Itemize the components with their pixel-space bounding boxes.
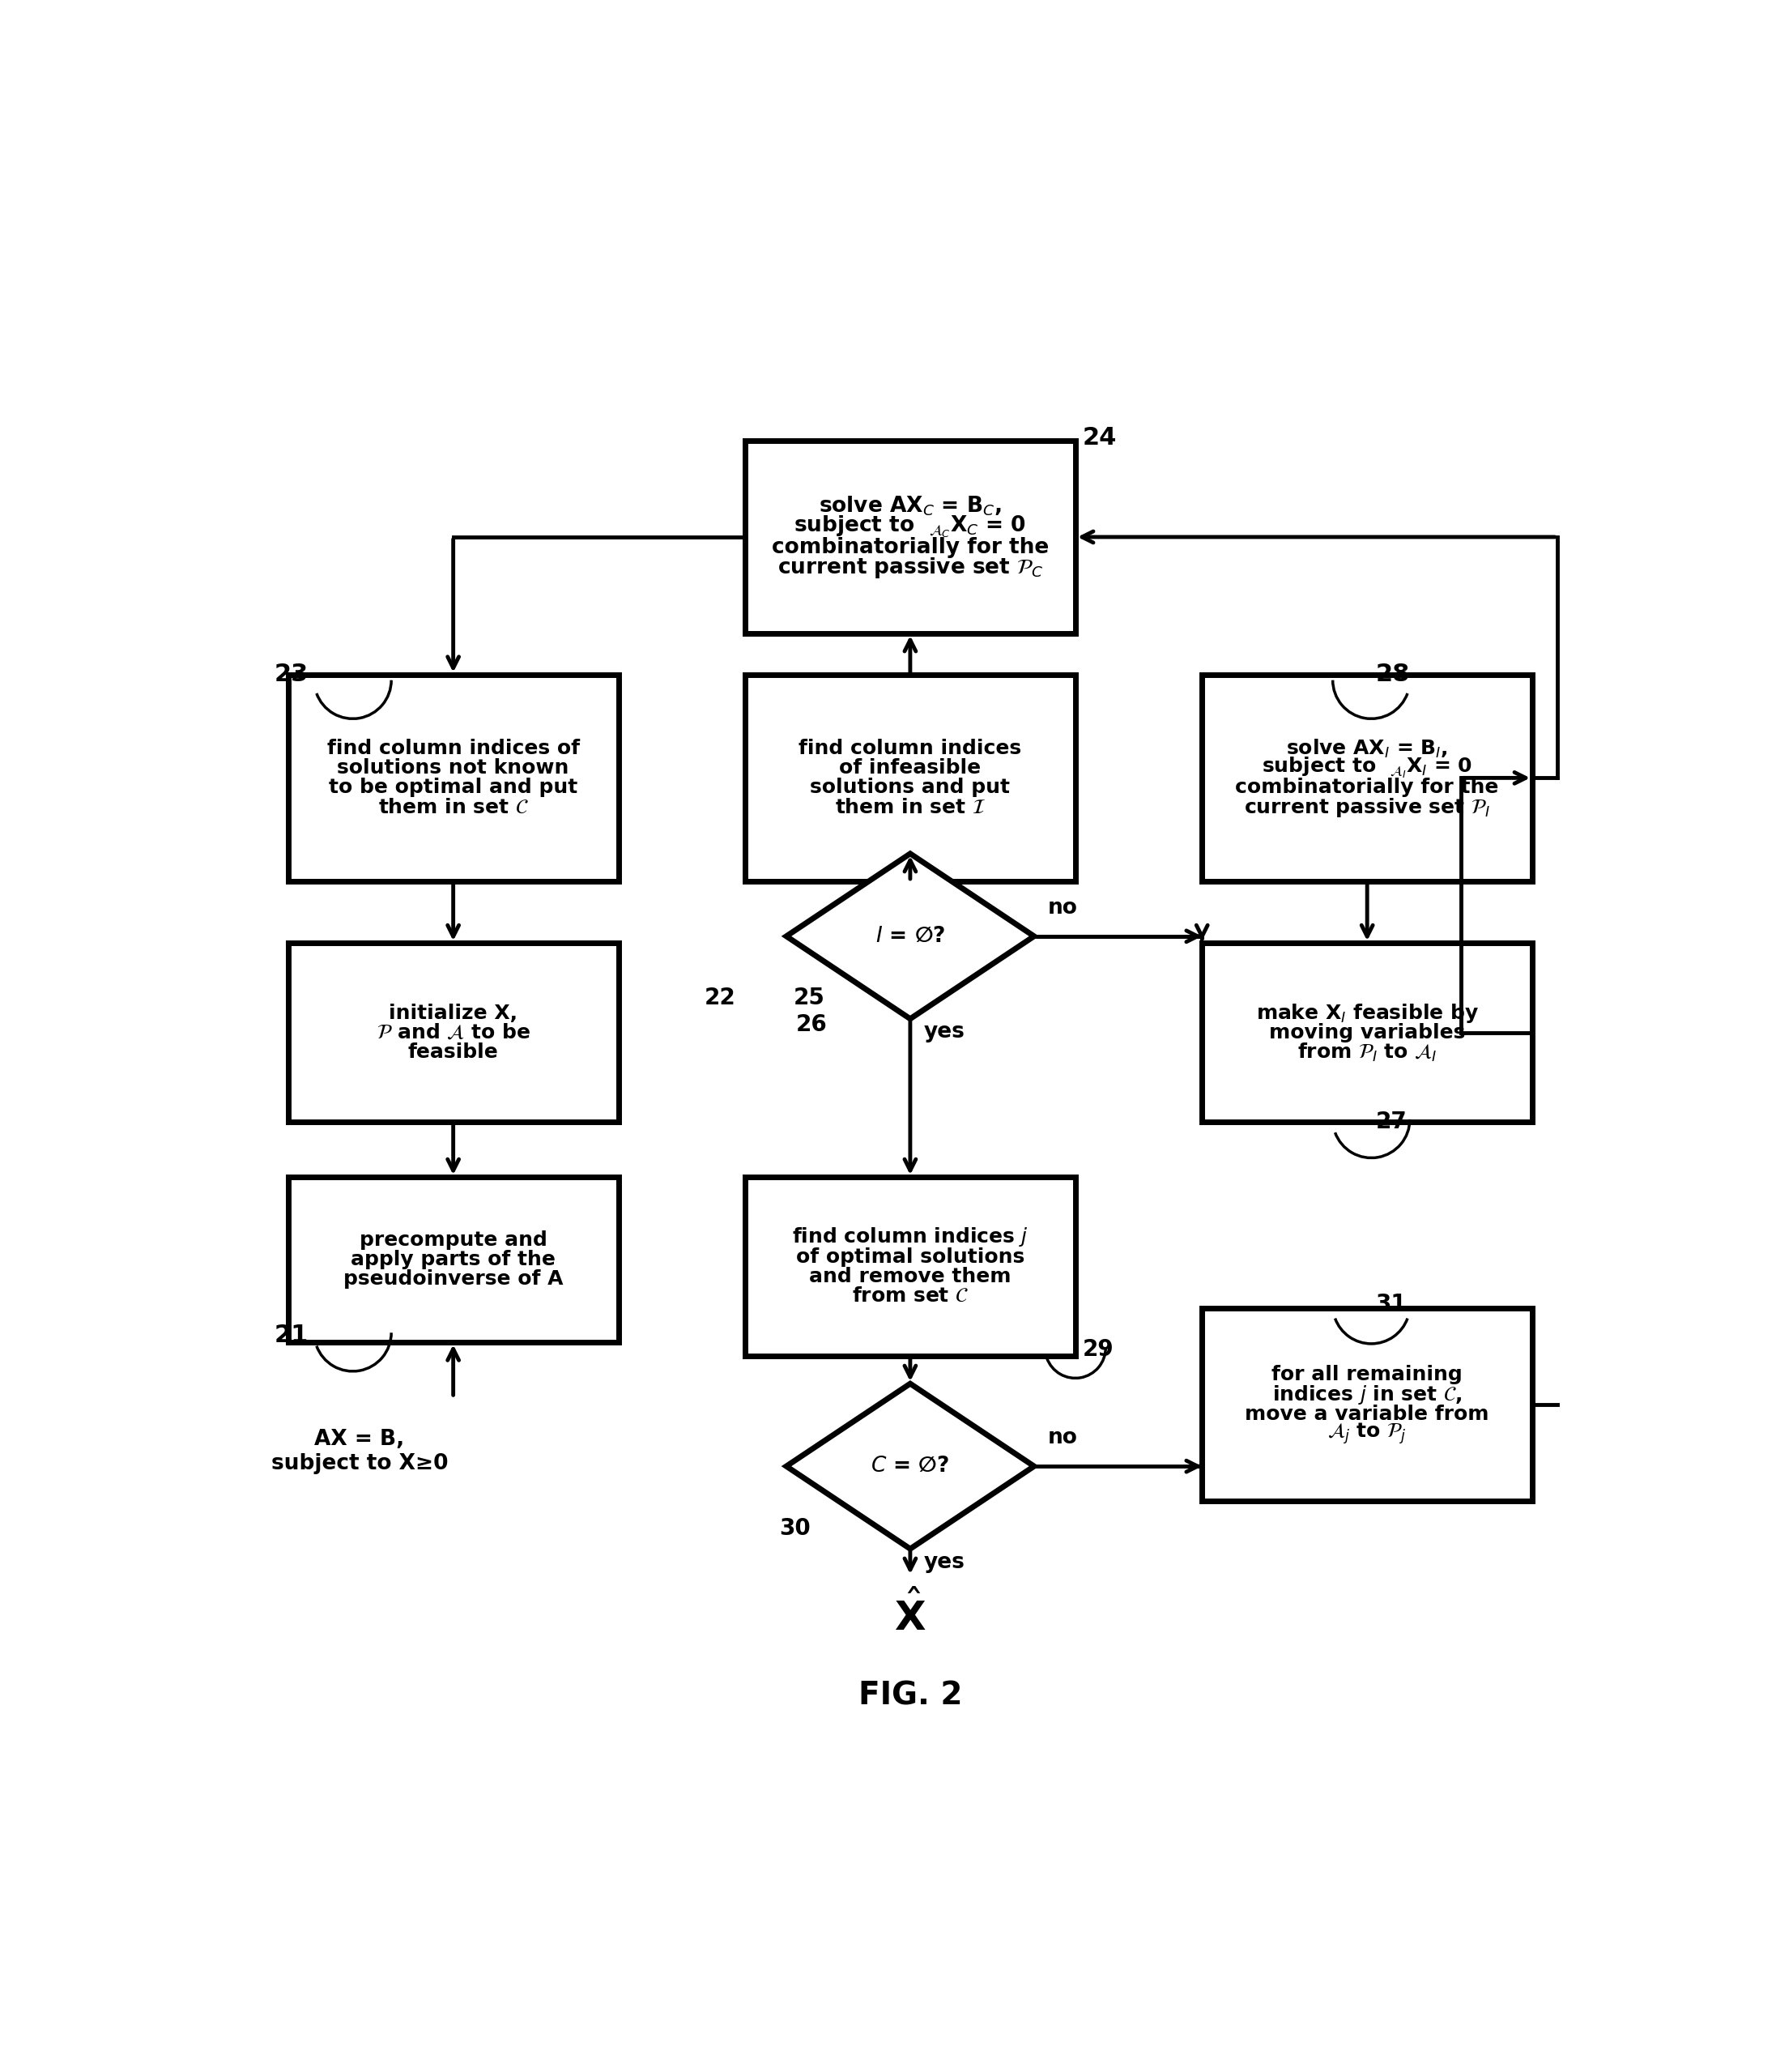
Text: $I$ = ∅?: $I$ = ∅? bbox=[876, 926, 945, 947]
Text: subject to  $_{\mathcal{A}_C}$X$_C$ = 0: subject to $_{\mathcal{A}_C}$X$_C$ = 0 bbox=[794, 514, 1027, 539]
Bar bbox=[1202, 943, 1533, 1123]
Text: precompute and: precompute and bbox=[359, 1231, 547, 1249]
Text: to be optimal and put: to be optimal and put bbox=[329, 777, 577, 798]
Text: of optimal solutions: of optimal solutions bbox=[796, 1247, 1025, 1266]
Text: subject to  $_{\mathcal{A}_I}$X$_I$ = 0: subject to $_{\mathcal{A}_I}$X$_I$ = 0 bbox=[1261, 756, 1472, 781]
Text: 31: 31 bbox=[1375, 1293, 1407, 1316]
Text: 26: 26 bbox=[796, 1013, 828, 1036]
Text: 25: 25 bbox=[794, 986, 824, 1009]
Text: them in set $\mathcal{I}$: them in set $\mathcal{I}$ bbox=[835, 798, 986, 816]
Text: of infeasible: of infeasible bbox=[840, 758, 980, 777]
Text: find column indices of: find column indices of bbox=[327, 740, 579, 758]
Text: yes: yes bbox=[924, 1021, 964, 1042]
Text: move a variable from: move a variable from bbox=[1245, 1405, 1490, 1423]
Text: 30: 30 bbox=[780, 1517, 812, 1539]
Bar bbox=[1202, 1307, 1533, 1500]
Bar bbox=[288, 1177, 618, 1343]
Text: current passive set $\mathcal{P}_C$: current passive set $\mathcal{P}_C$ bbox=[778, 555, 1043, 580]
Polygon shape bbox=[787, 854, 1034, 1019]
Text: yes: yes bbox=[924, 1552, 964, 1573]
Text: pseudoinverse of A: pseudoinverse of A bbox=[343, 1270, 563, 1289]
Bar bbox=[1202, 675, 1533, 881]
Text: 23: 23 bbox=[274, 663, 309, 686]
Text: for all remaining: for all remaining bbox=[1272, 1365, 1463, 1384]
Text: solve AX$_C$ = B$_C$,: solve AX$_C$ = B$_C$, bbox=[819, 495, 1002, 518]
Text: feasible: feasible bbox=[408, 1042, 499, 1063]
Text: no: no bbox=[1048, 1428, 1078, 1448]
Polygon shape bbox=[787, 1384, 1034, 1550]
Text: find column indices $j$: find column indices $j$ bbox=[792, 1227, 1028, 1249]
Text: initialize X,: initialize X, bbox=[389, 1003, 517, 1024]
Text: $\hat{\mathbf{X}}$: $\hat{\mathbf{X}}$ bbox=[893, 1591, 927, 1639]
Text: $C$ = ∅?: $C$ = ∅? bbox=[870, 1457, 950, 1477]
Text: and remove them: and remove them bbox=[810, 1266, 1011, 1287]
Text: $\mathcal{A}_j$ to $\mathcal{P}_j$: $\mathcal{A}_j$ to $\mathcal{P}_j$ bbox=[1328, 1421, 1407, 1446]
Text: 27: 27 bbox=[1375, 1111, 1407, 1133]
Text: 22: 22 bbox=[703, 986, 735, 1009]
Text: 29: 29 bbox=[1082, 1339, 1114, 1361]
Text: solve AX$_I$ = B$_I$,: solve AX$_I$ = B$_I$, bbox=[1286, 738, 1447, 760]
Text: solutions not known: solutions not known bbox=[337, 758, 568, 777]
Text: current passive set $\mathcal{P}_I$: current passive set $\mathcal{P}_I$ bbox=[1245, 796, 1490, 818]
Bar bbox=[746, 675, 1074, 881]
Bar bbox=[288, 675, 618, 881]
Bar bbox=[288, 943, 618, 1123]
Text: indices $j$ in set $\mathcal{C}$,: indices $j$ in set $\mathcal{C}$, bbox=[1272, 1384, 1462, 1405]
Text: FIG. 2: FIG. 2 bbox=[858, 1680, 963, 1711]
Text: solutions and put: solutions and put bbox=[810, 777, 1011, 798]
Text: moving variables: moving variables bbox=[1270, 1024, 1465, 1042]
Text: make X$_I$ feasible by: make X$_I$ feasible by bbox=[1256, 1001, 1479, 1024]
Text: no: no bbox=[1048, 897, 1078, 918]
Text: 24: 24 bbox=[1082, 427, 1117, 450]
Text: AX = B,
subject to X≥0: AX = B, subject to X≥0 bbox=[272, 1430, 448, 1475]
Text: from $\mathcal{P}_I$ to $\mathcal{A}_I$: from $\mathcal{P}_I$ to $\mathcal{A}_I$ bbox=[1296, 1042, 1437, 1063]
Text: combinatorially for the: combinatorially for the bbox=[1236, 777, 1499, 798]
Text: them in set $\mathcal{C}$: them in set $\mathcal{C}$ bbox=[378, 798, 529, 816]
Text: 21: 21 bbox=[274, 1324, 309, 1347]
Text: find column indices: find column indices bbox=[799, 740, 1021, 758]
Text: from set $\mathcal{C}$: from set $\mathcal{C}$ bbox=[852, 1287, 968, 1305]
Text: $\mathcal{P}$ and $\mathcal{A}$ to be: $\mathcal{P}$ and $\mathcal{A}$ to be bbox=[377, 1024, 531, 1042]
Bar bbox=[746, 1177, 1074, 1355]
Text: combinatorially for the: combinatorially for the bbox=[771, 537, 1050, 557]
Text: 28: 28 bbox=[1375, 663, 1410, 686]
Bar bbox=[746, 441, 1074, 634]
Text: apply parts of the: apply parts of the bbox=[352, 1249, 556, 1270]
